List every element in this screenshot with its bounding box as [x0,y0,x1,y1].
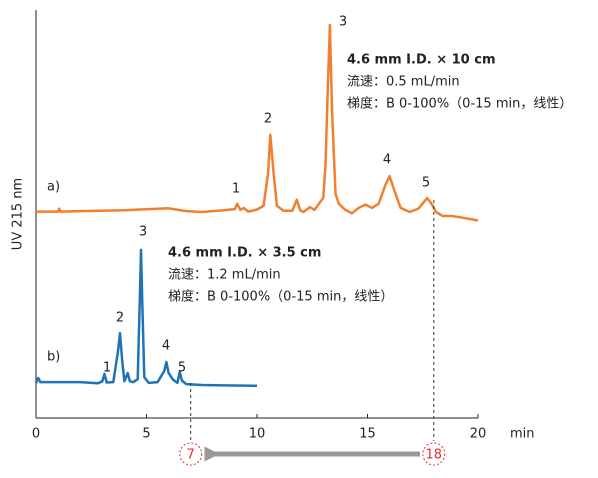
trace [34,248,258,388]
x-axis-label: min [510,427,535,442]
x-tick-label: 10 [249,427,266,442]
peak-label: 3 [139,225,147,240]
x-tick-label: 5 [142,427,150,442]
time-mark-label: 7 [187,448,195,463]
peak-label: 4 [162,339,170,354]
time-mark-circle [422,442,446,466]
description-line: 流速：1.2 mL/min [168,268,281,283]
series-label: b) [47,350,60,365]
description-line: 流速：0.5 mL/min [347,75,460,90]
peak-label: 1 [103,361,111,376]
x-tick-label: 15 [359,427,376,442]
peak-label: 1 [232,182,240,197]
series-label: a) [47,180,60,195]
peak-label: 5 [178,361,186,376]
peak-label: 3 [339,15,347,30]
peak-label: 2 [264,112,272,127]
time-mark-label: 18 [426,448,443,463]
peak-label: 4 [383,153,391,168]
time-mark-circle [179,442,203,466]
y-axis-label: UV 215 nm [11,178,26,250]
x-tick-label: 0 [32,427,40,442]
description-line: 4.6 mm I.D. × 10 cm [347,53,496,68]
description-line: 4.6 mm I.D. × 3.5 cm [168,246,321,261]
peak-label: 5 [422,176,430,191]
x-tick-label: 20 [470,427,487,442]
description-line: 梯度：B 0-100%（0-15 min，线性） [347,96,572,112]
description-line: 梯度：B 0-100%（0-15 min，线性） [168,289,393,305]
trace [36,23,479,222]
peak-label: 2 [116,311,124,326]
